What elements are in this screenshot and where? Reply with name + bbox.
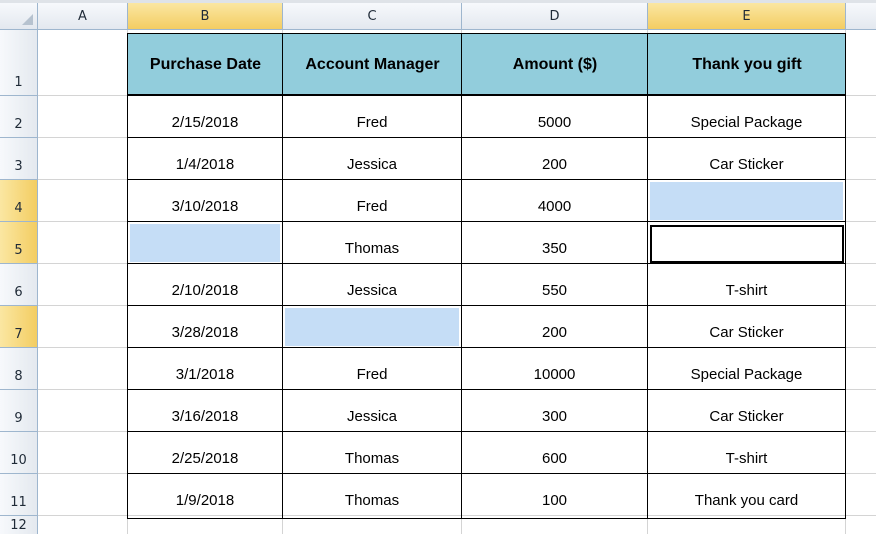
row-header-12[interactable]: 12	[0, 516, 38, 534]
cell-amount[interactable]: 4000	[537, 198, 572, 215]
cell-amount[interactable]: 100	[541, 492, 568, 509]
row-header-1[interactable]: 1	[0, 30, 38, 96]
ribbon-edge	[0, 0, 876, 3]
table-border	[127, 389, 846, 390]
cell-purchase-date[interactable]: 2/10/2018	[171, 282, 239, 299]
header-thank-you-gift[interactable]: Thank you gift	[648, 33, 846, 96]
column-header-f[interactable]	[846, 3, 876, 30]
row-header-4[interactable]: 4	[0, 180, 38, 222]
column-header-d[interactable]: D	[462, 3, 648, 30]
table-border	[127, 347, 846, 348]
cell-account-manager[interactable]: Fred	[356, 198, 388, 215]
cell-account-manager[interactable]: Thomas	[344, 492, 400, 509]
cell-thank-you-gift[interactable]: Car Sticker	[709, 156, 784, 173]
table-border	[127, 305, 846, 306]
cell-account-manager[interactable]: Fred	[356, 114, 388, 131]
table-border	[127, 33, 846, 34]
cell-thank-you-gift[interactable]: T-shirt	[725, 450, 768, 467]
cell-thank-you-gift[interactable]: Car Sticker	[709, 324, 784, 341]
cell-purchase-date[interactable]: 2/15/2018	[171, 114, 239, 131]
cell-thank-you-gift[interactable]	[650, 182, 843, 220]
gridline	[38, 515, 876, 516]
cell-purchase-date[interactable]: 2/25/2018	[171, 450, 239, 467]
cell-purchase-date[interactable]: 3/1/2018	[175, 366, 235, 383]
cell-purchase-date[interactable]: 3/28/2018	[171, 324, 239, 341]
table-border	[127, 431, 846, 432]
table-border	[127, 179, 846, 180]
cell-amount[interactable]: 350	[541, 240, 568, 257]
cell-account-manager[interactable]: Thomas	[344, 240, 400, 257]
cell-amount[interactable]: 10000	[533, 366, 576, 383]
cell-amount[interactable]: 550	[541, 282, 568, 299]
row-header-11[interactable]: 11	[0, 474, 38, 516]
cell-thank-you-gift[interactable]: Special Package	[690, 114, 803, 131]
cell-thank-you-gift[interactable]: Thank you card	[694, 492, 799, 509]
table-border	[127, 137, 846, 138]
select-all-button[interactable]	[0, 3, 38, 30]
cell-purchase-date[interactable]: 1/9/2018	[175, 492, 235, 509]
table-border	[282, 33, 283, 519]
cell-account-manager[interactable]: Fred	[356, 366, 388, 383]
table-border	[461, 33, 462, 519]
cell-thank-you-gift[interactable]: Special Package	[690, 366, 803, 383]
row-header-8[interactable]: 8	[0, 348, 38, 390]
cell-account-manager[interactable]: Thomas	[344, 450, 400, 467]
cell-account-manager[interactable]: Jessica	[346, 408, 398, 425]
cell-purchase-date[interactable]	[130, 224, 280, 262]
row-header-6[interactable]: 6	[0, 264, 38, 306]
cell-purchase-date[interactable]: 1/4/2018	[175, 156, 235, 173]
column-header-c[interactable]: C	[283, 3, 462, 30]
cell-amount[interactable]: 5000	[537, 114, 572, 131]
cell-amount[interactable]: 200	[541, 324, 568, 341]
table-border	[127, 473, 846, 474]
row-header-9[interactable]: 9	[0, 390, 38, 432]
column-header-b[interactable]: B	[128, 3, 283, 30]
cell-account-manager[interactable]: Jessica	[346, 282, 398, 299]
header-account-manager[interactable]: Account Manager	[283, 33, 462, 96]
table-border	[127, 221, 846, 222]
row-header-3[interactable]: 3	[0, 138, 38, 180]
cell-purchase-date[interactable]: 3/16/2018	[171, 408, 239, 425]
header-amount[interactable]: Amount ($)	[462, 33, 648, 96]
cell-amount[interactable]: 200	[541, 156, 568, 173]
cell-account-manager[interactable]: Jessica	[346, 156, 398, 173]
table-border	[127, 263, 846, 264]
column-header-e[interactable]: E	[648, 3, 846, 30]
column-header-a[interactable]: A	[38, 3, 128, 30]
table-border	[127, 33, 128, 519]
table-border	[127, 94, 846, 96]
cell-amount[interactable]: 600	[541, 450, 568, 467]
cell-thank-you-gift[interactable]	[650, 225, 844, 263]
table-border	[647, 33, 648, 519]
row-header-10[interactable]: 10	[0, 432, 38, 474]
cell-amount[interactable]: 300	[541, 408, 568, 425]
header-purchase-date[interactable]: Purchase Date	[128, 33, 283, 96]
row-header-5[interactable]: 5	[0, 222, 38, 264]
cell-account-manager[interactable]	[285, 308, 459, 346]
row-header-2[interactable]: 2	[0, 96, 38, 138]
row-header-7[interactable]: 7	[0, 306, 38, 348]
cell-purchase-date[interactable]: 3/10/2018	[171, 198, 239, 215]
select-all-triangle-icon	[22, 14, 33, 25]
cell-thank-you-gift[interactable]: T-shirt	[725, 282, 768, 299]
cell-thank-you-gift[interactable]: Car Sticker	[709, 408, 784, 425]
table-border	[845, 33, 846, 519]
table-border	[127, 518, 846, 519]
